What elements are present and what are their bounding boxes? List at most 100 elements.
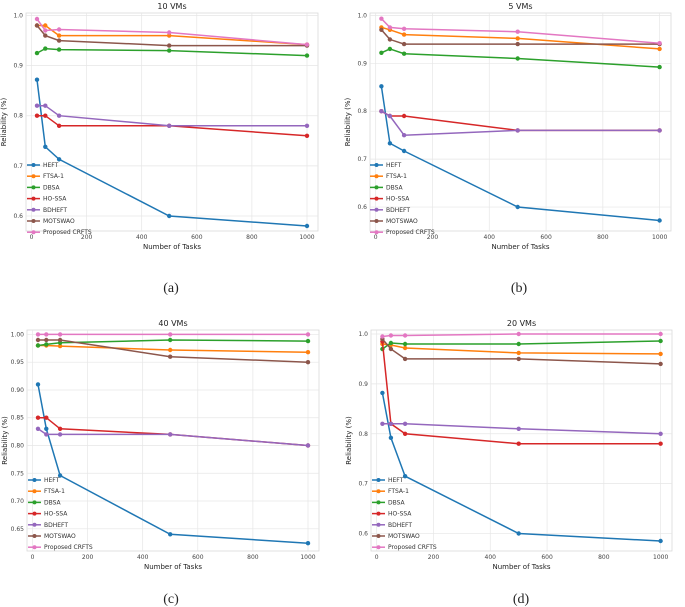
legend-label: BDHEFT bbox=[43, 207, 67, 214]
legend-label: HEFT bbox=[43, 162, 59, 169]
legend-swatch-marker bbox=[32, 545, 37, 550]
x-tick-label: 400 bbox=[136, 234, 148, 241]
x-tick-label: 0 bbox=[31, 554, 35, 561]
data-point bbox=[167, 213, 172, 219]
data-point bbox=[43, 103, 48, 108]
y-axis-label: Reliability (%) bbox=[0, 97, 8, 146]
data-point bbox=[401, 133, 407, 138]
data-point bbox=[387, 25, 393, 30]
y-tick-label: 1.00 bbox=[11, 331, 25, 338]
chart-panel-2: 0.6 0.7 0.8 0.9 1.0 0 200 400 600 800 1000 5 VMs Num… bbox=[344, 2, 672, 296]
data-point bbox=[305, 338, 311, 344]
panel-caption: (d) bbox=[513, 592, 530, 607]
legend-swatch-marker bbox=[31, 207, 36, 212]
chart-title: 20 VMs bbox=[507, 319, 536, 328]
data-point bbox=[56, 33, 62, 38]
x-tick-label: 200 bbox=[427, 234, 439, 241]
data-point bbox=[167, 123, 172, 128]
x-tick-label: 400 bbox=[137, 554, 149, 561]
legend-label: HO-SSA bbox=[44, 511, 68, 518]
data-point bbox=[657, 218, 662, 223]
panel-caption: (b) bbox=[511, 281, 528, 296]
x-axis-label: Number of Tasks bbox=[143, 243, 201, 251]
y-axis-label: Reliability (%) bbox=[344, 97, 352, 146]
x-tick-label: 200 bbox=[428, 554, 440, 561]
x-tick-label: 1000 bbox=[652, 234, 667, 241]
legend-swatch-marker bbox=[32, 478, 37, 482]
data-point bbox=[387, 141, 393, 146]
data-point bbox=[57, 332, 63, 337]
data-point bbox=[380, 334, 385, 339]
data-point bbox=[515, 36, 520, 41]
data-point bbox=[380, 421, 385, 426]
data-point bbox=[387, 37, 393, 42]
data-point bbox=[516, 426, 521, 431]
legend-swatch-marker bbox=[374, 219, 379, 223]
legend-label: BDHEFT bbox=[44, 522, 68, 529]
x-tick-label: 1000 bbox=[653, 554, 668, 561]
y-tick-label: 0.7 bbox=[357, 156, 367, 163]
y-tick-label: 0.9 bbox=[358, 381, 368, 388]
data-point bbox=[43, 28, 48, 33]
legend-label: Proposed CRFTS bbox=[43, 229, 92, 236]
legend-label: MOTSWAO bbox=[386, 218, 418, 225]
data-point bbox=[402, 474, 408, 479]
data-point bbox=[35, 426, 41, 431]
panel-caption: (a) bbox=[163, 281, 179, 296]
data-point bbox=[57, 343, 63, 349]
data-point bbox=[658, 351, 663, 357]
data-point bbox=[304, 42, 310, 47]
legend-swatch-marker bbox=[32, 500, 37, 505]
data-point bbox=[167, 43, 172, 48]
data-point bbox=[516, 441, 521, 446]
legend-label: Proposed CRFTS bbox=[386, 229, 435, 236]
data-point bbox=[387, 46, 393, 52]
legend-swatch-marker bbox=[31, 219, 36, 223]
x-axis-label: Number of Tasks bbox=[491, 243, 549, 251]
legend-swatch-marker bbox=[376, 478, 381, 482]
legend-swatch-marker bbox=[32, 534, 37, 538]
x-tick-label: 1000 bbox=[299, 234, 314, 241]
data-point bbox=[379, 109, 384, 114]
legend-label: Proposed CRFTS bbox=[388, 544, 437, 551]
data-point bbox=[44, 426, 49, 431]
plot-area bbox=[369, 12, 672, 232]
data-point bbox=[168, 432, 173, 437]
data-point bbox=[515, 41, 520, 47]
legend-label: HO-SSA bbox=[386, 196, 410, 203]
data-point bbox=[34, 113, 40, 118]
data-point bbox=[305, 360, 311, 365]
data-point bbox=[305, 332, 311, 337]
data-point bbox=[57, 473, 63, 478]
data-point bbox=[56, 47, 62, 52]
legend-label: HEFT bbox=[388, 477, 404, 484]
y-tick-label: 0.8 bbox=[13, 113, 23, 120]
x-tick-label: 600 bbox=[191, 234, 203, 241]
data-point bbox=[44, 432, 49, 437]
x-tick-label: 0 bbox=[375, 554, 379, 561]
data-point bbox=[56, 27, 62, 32]
x-tick-label: 0 bbox=[30, 234, 34, 241]
data-point bbox=[34, 103, 40, 108]
x-tick-label: 600 bbox=[192, 554, 204, 561]
x-axis-label: Number of Tasks bbox=[144, 563, 202, 571]
data-point bbox=[168, 347, 173, 353]
data-point bbox=[402, 421, 408, 426]
legend-label: FTSA-1 bbox=[388, 488, 409, 495]
data-point bbox=[401, 113, 407, 119]
y-tick-label: 1.0 bbox=[358, 331, 368, 338]
x-tick-label: 1000 bbox=[300, 554, 315, 561]
data-point bbox=[35, 337, 41, 343]
legend-swatch-marker bbox=[31, 174, 36, 179]
legend-label: MOTSWAO bbox=[388, 533, 420, 540]
legend-swatch-marker bbox=[31, 163, 36, 167]
chart-title: 5 VMs bbox=[508, 2, 532, 11]
data-point bbox=[168, 337, 173, 343]
data-point bbox=[43, 23, 48, 28]
y-tick-label: 0.7 bbox=[358, 481, 368, 488]
y-tick-label: 0.80 bbox=[11, 442, 25, 449]
data-point bbox=[401, 51, 407, 56]
data-point bbox=[44, 415, 49, 420]
data-point bbox=[658, 431, 663, 436]
legend-label: DBSA bbox=[43, 184, 61, 191]
